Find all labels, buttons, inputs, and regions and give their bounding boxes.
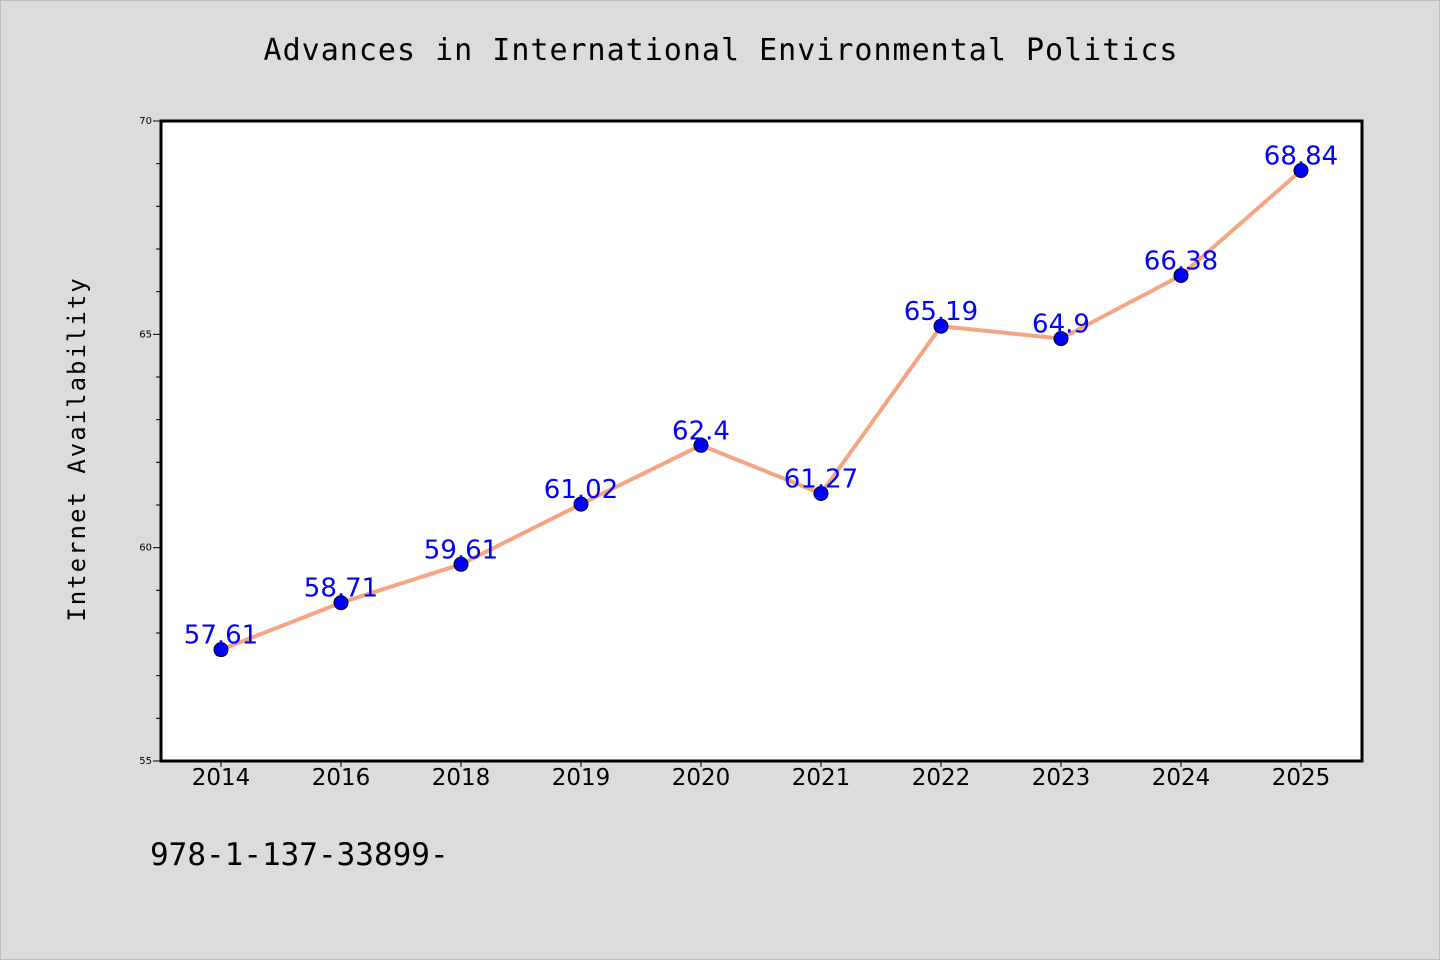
isbn-text: 978-1-137-33899- [150, 837, 449, 873]
y-tick-label: 65 [139, 329, 152, 340]
data-point [453, 556, 469, 572]
data-point [693, 437, 709, 453]
data-label: 64.9 [1032, 310, 1090, 340]
data-label: 61.02 [544, 475, 618, 505]
data-label: 59.61 [424, 535, 498, 565]
data-label: 57.61 [184, 621, 258, 651]
plot-frame [159, 119, 1364, 763]
x-tick-label: 2023 [1032, 765, 1091, 791]
y-tick-label: 60 [139, 543, 152, 554]
data-label: 68.84 [1264, 141, 1338, 171]
x-tick-label: 2021 [792, 765, 851, 791]
x-tick-label: 2025 [1272, 765, 1331, 791]
data-point [573, 496, 589, 512]
x-tick-label: 2019 [552, 765, 611, 791]
x-tick-label: 2022 [912, 765, 971, 791]
y-tick-label: 70 [139, 116, 152, 127]
y-tick-label: 55 [139, 756, 152, 767]
data-point [1173, 267, 1189, 283]
x-tick-label: 2024 [1152, 765, 1211, 791]
x-tick-label: 2016 [312, 765, 371, 791]
data-point [933, 318, 949, 334]
chart-title: Advances in International Environmental … [263, 33, 1179, 68]
data-point [213, 642, 229, 658]
x-tick-label: 2014 [192, 765, 251, 791]
x-tick-label: 2020 [672, 765, 731, 791]
data-label: 65.19 [904, 297, 978, 327]
plot-area [161, 121, 1362, 761]
data-label: 61.27 [784, 464, 858, 494]
data-point [333, 595, 349, 611]
y-axis-label: Internet Availability [63, 276, 91, 622]
x-tick-label: 2018 [432, 765, 491, 791]
data-label: 66.38 [1144, 246, 1218, 276]
data-point [1053, 331, 1069, 347]
data-label: 58.71 [304, 574, 378, 604]
data-label: 62.4 [672, 416, 730, 446]
data-point [813, 485, 829, 501]
data-point [1293, 162, 1309, 178]
series-line [219, 168, 1303, 652]
